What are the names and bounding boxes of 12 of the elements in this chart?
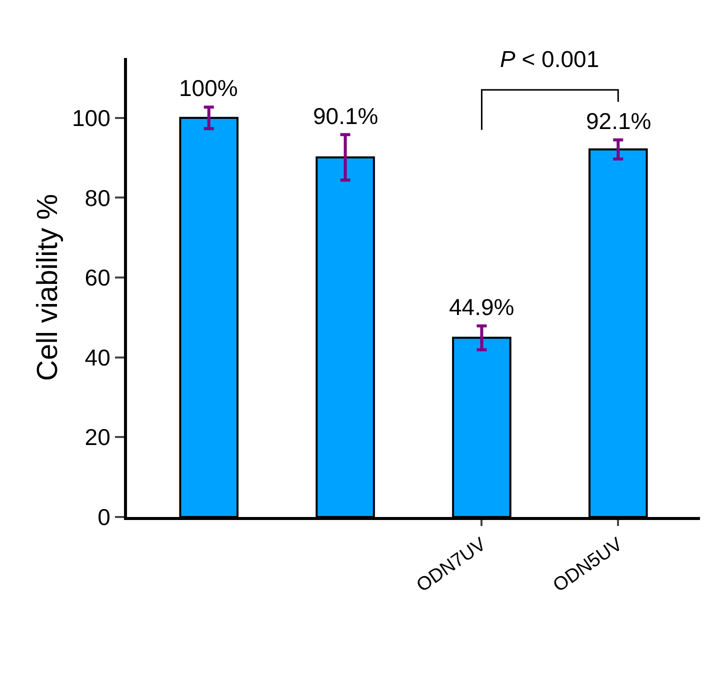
y-tick-label: 60 — [84, 264, 110, 291]
data-label: 92.1% — [586, 108, 652, 134]
y-tick-label: 100 — [72, 104, 110, 131]
y-tick-label: 40 — [84, 344, 110, 370]
data-label: 90.1% — [313, 103, 378, 129]
y-tick-label: 20 — [84, 424, 110, 450]
y-tick-label: 80 — [84, 184, 110, 211]
data-label: 44.9% — [449, 294, 514, 320]
y-tick-label: 0 — [98, 504, 110, 530]
annotation: P < 0.001 — [500, 46, 600, 72]
y-axis-title: Cell viability % — [32, 194, 64, 381]
data-label: 100% — [179, 75, 238, 101]
